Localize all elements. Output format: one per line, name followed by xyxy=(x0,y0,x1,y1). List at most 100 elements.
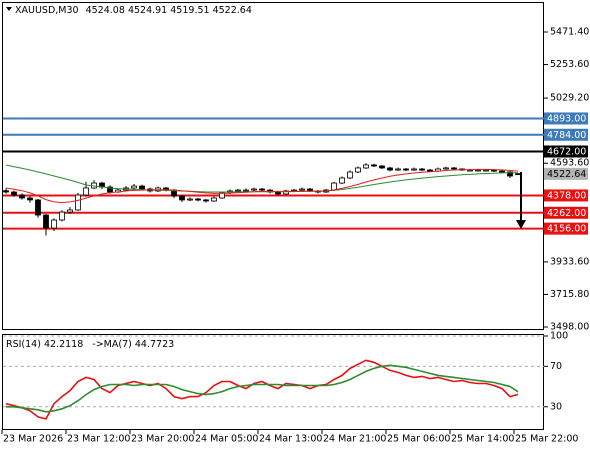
level-label-box xyxy=(544,206,588,219)
level-label-box xyxy=(544,145,588,158)
x-tick-label: 23 Mar 2026 xyxy=(3,434,63,445)
candle-body xyxy=(251,188,257,191)
candle-body xyxy=(139,185,145,190)
rsi-name: RSI(14) xyxy=(6,339,41,350)
x-tick-label: 24 Mar 21:00 xyxy=(323,434,386,445)
candle-body xyxy=(19,194,25,199)
y-tick-label: 100 xyxy=(550,331,568,342)
ma-value: 44.7723 xyxy=(135,339,174,350)
candle-body xyxy=(363,164,369,169)
candle-body xyxy=(443,167,449,170)
level-label-box xyxy=(544,222,588,235)
y-tick-label: 4593.60 xyxy=(550,158,589,169)
candle-body xyxy=(27,197,33,201)
candle-body xyxy=(499,170,505,173)
level-label: 4784.00 xyxy=(547,130,586,141)
x-tick-label: 24 Mar 05:00 xyxy=(195,434,258,445)
symbol-icon xyxy=(6,7,12,11)
chart-header: XAUUSD,M30 4524.08 4524.91 4519.51 4522.… xyxy=(15,5,252,16)
candle-body xyxy=(395,168,401,171)
candle-body xyxy=(211,197,217,202)
open-value: 4524.08 xyxy=(86,5,125,16)
candle-body xyxy=(355,167,361,173)
candle-body xyxy=(187,198,193,201)
candle-body xyxy=(339,177,345,184)
candle-body xyxy=(51,219,57,229)
y-tick-label: 3715.80 xyxy=(550,289,589,300)
price-label: 4522.64 xyxy=(547,169,586,180)
y-tick-label: 5253.60 xyxy=(550,59,589,70)
rsi-value: 42.2118 xyxy=(44,339,83,350)
price-label-box xyxy=(544,167,588,180)
candle-body xyxy=(475,169,481,172)
candle-body xyxy=(403,168,409,171)
marks: 5471.40 5253.60 5029.20 4593.60 3933.60 3715.… xyxy=(1,26,589,445)
candle-body xyxy=(243,189,249,192)
level-label: 4262.00 xyxy=(547,208,586,219)
candle-body xyxy=(75,194,81,211)
candle-body xyxy=(451,167,457,170)
candle-body xyxy=(131,185,137,189)
candle-body xyxy=(11,191,17,196)
candle-body xyxy=(43,214,49,229)
low-value: 4519.51 xyxy=(170,5,209,16)
high-value: 4524.91 xyxy=(128,5,167,16)
level-label-box xyxy=(544,189,588,202)
candle-body xyxy=(467,169,473,172)
y-tick-label: 3498.00 xyxy=(550,322,589,333)
close-value: 4522.64 xyxy=(213,5,252,16)
candle-body xyxy=(67,209,73,213)
candle-body xyxy=(483,169,489,172)
level-label: 4672.00 xyxy=(547,146,586,157)
candle-body xyxy=(427,169,433,172)
y-tick-label: 30 xyxy=(550,401,562,412)
y-tick-label: 70 xyxy=(550,361,562,372)
x-tick-label: 25 Mar 22:00 xyxy=(515,434,578,445)
candle-body xyxy=(179,195,185,201)
candle-body xyxy=(275,191,281,195)
candle-body xyxy=(379,165,385,169)
candle-body xyxy=(307,188,313,192)
candle-body xyxy=(299,188,305,191)
candle-body xyxy=(347,171,353,179)
candle-body xyxy=(283,190,289,195)
candle-body xyxy=(35,199,41,216)
ma-name: ->MA(7) xyxy=(92,339,132,350)
x-tick-label: 23 Mar 12:00 xyxy=(67,434,130,445)
symbol: XAUUSD,M30 xyxy=(15,5,79,16)
y-tick-label: 5471.40 xyxy=(550,26,589,37)
rsi-panel xyxy=(2,334,544,430)
level-label-box xyxy=(544,128,588,141)
candle-body xyxy=(203,199,209,202)
x-tick-label: 25 Mar 14:00 xyxy=(451,434,514,445)
candle-body xyxy=(107,186,113,193)
indicator-line xyxy=(5,168,519,204)
candle-body xyxy=(491,169,497,172)
level-label-box xyxy=(544,112,588,125)
candle-body xyxy=(507,171,513,177)
candle-body xyxy=(83,187,89,196)
candle-body xyxy=(59,211,65,221)
indicator-line xyxy=(6,364,519,413)
main-panel xyxy=(2,2,544,330)
candle-body xyxy=(387,167,393,171)
y-tick-label: 5029.20 xyxy=(550,93,589,104)
candle-body xyxy=(411,168,417,171)
candle-body xyxy=(235,189,241,192)
x-tick-label: 24 Mar 13:00 xyxy=(259,434,322,445)
candle-body xyxy=(195,198,201,201)
candle-body xyxy=(515,173,521,176)
candle-body xyxy=(371,164,377,167)
candle-body xyxy=(419,168,425,171)
level-label: 4378.00 xyxy=(547,190,586,201)
x-tick-label: 23 Mar 20:00 xyxy=(131,434,194,445)
indicator-line xyxy=(5,359,519,420)
candle-body xyxy=(331,182,337,191)
arrow-head xyxy=(516,220,526,229)
y-tick-label: 3933.60 xyxy=(550,256,589,267)
candle-body xyxy=(3,190,9,193)
rsi-header: RSI(14) 42.2118 ->MA(7) 44.7723 xyxy=(6,339,174,350)
level-label: 4893.00 xyxy=(547,113,586,124)
level-label: 4156.00 xyxy=(547,224,586,235)
